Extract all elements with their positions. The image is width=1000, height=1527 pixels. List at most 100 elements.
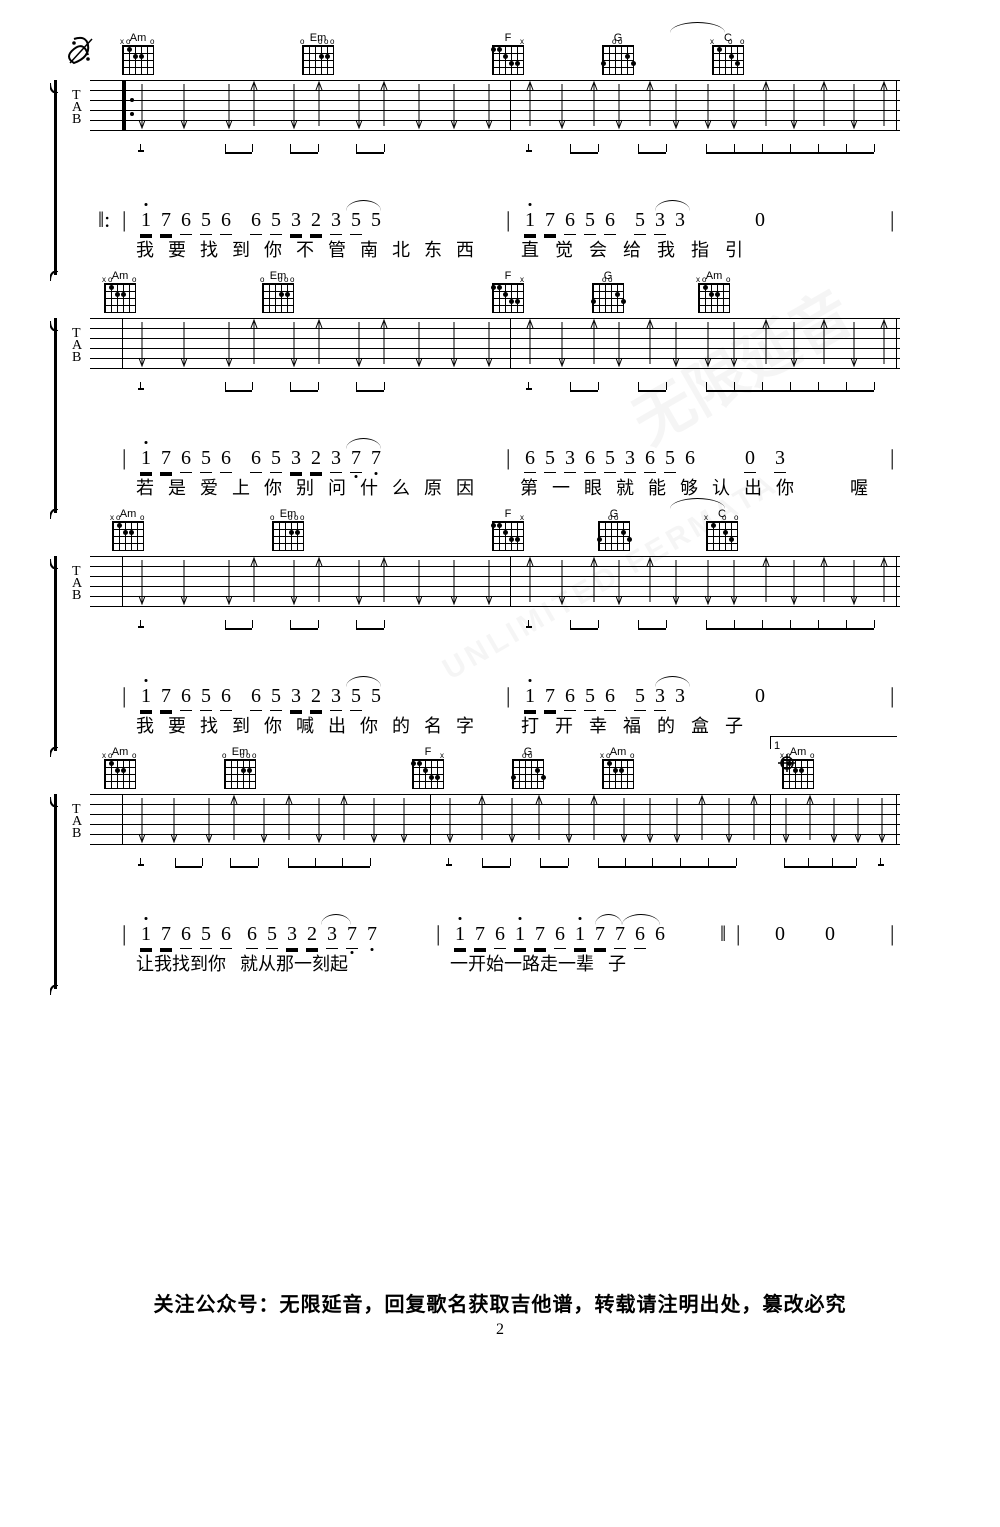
chord-em: Emoooo <box>270 508 306 551</box>
strum-down-icon <box>138 80 148 130</box>
strum-up-icon <box>380 80 390 130</box>
strum-up-icon <box>750 794 760 844</box>
strum-up-icon <box>230 794 240 844</box>
strum-down-icon <box>558 80 568 130</box>
strum-up-icon <box>646 80 656 130</box>
strum-down-icon <box>225 556 235 606</box>
jianpu-line: |176566532377让我找到你就从那一刻起|17617617766一开始一… <box>90 918 900 1008</box>
strum-up-icon <box>535 794 545 844</box>
strum-up-icon <box>250 80 260 130</box>
strum-down-icon <box>672 318 682 368</box>
chord-g: Goo <box>596 508 632 551</box>
strum-up-icon <box>526 318 536 368</box>
strum-down-icon <box>558 556 568 606</box>
strum-up-icon <box>250 556 260 606</box>
strum-down-icon <box>485 556 495 606</box>
strum-up-icon <box>315 318 325 368</box>
strum-down-icon <box>450 318 460 368</box>
strum-down-icon <box>704 318 714 368</box>
strum-down-icon <box>704 80 714 130</box>
strum-up-icon <box>285 794 295 844</box>
strum-down-icon <box>415 80 425 130</box>
chord-c: Cxoo <box>710 32 746 75</box>
strum-down-icon <box>830 794 840 844</box>
segno-icon <box>68 35 94 74</box>
strum-down-icon <box>315 794 325 844</box>
tab-staff: TAB <box>90 80 900 140</box>
chord-am: Amxoo <box>600 746 636 789</box>
strum-down-icon <box>878 794 888 844</box>
strum-down-icon <box>850 556 860 606</box>
chord-g: Goo <box>590 270 626 313</box>
strum-down-icon <box>615 318 625 368</box>
strum-down-icon <box>180 318 190 368</box>
strum-up-icon <box>880 318 890 368</box>
chord-f: Fx <box>490 508 526 551</box>
strum-down-icon <box>565 794 575 844</box>
strum-down-icon <box>180 556 190 606</box>
strum-up-icon <box>820 556 830 606</box>
strum-down-icon <box>415 318 425 368</box>
system-4: AmxooEmooooFxGooAmxooAmxooTAB <box>60 794 940 1008</box>
strum-down-icon <box>672 80 682 130</box>
strum-down-icon <box>730 556 740 606</box>
chord-am: Amxoo <box>696 270 732 313</box>
chord-g: Goo <box>510 746 546 789</box>
chord-am: Amxoo <box>102 746 138 789</box>
chord-am: Amxoo <box>110 508 146 551</box>
strum-down-icon <box>450 556 460 606</box>
strum-up-icon <box>762 318 772 368</box>
strum-down-icon <box>730 318 740 368</box>
strum-up-icon <box>762 80 772 130</box>
system-2: AmxooEmooooFxGooAmxooTAB <box>60 318 940 532</box>
strum-up-icon <box>315 556 325 606</box>
chord-am: Amxoo <box>102 270 138 313</box>
chord-c: Cxoo <box>704 508 740 551</box>
strum-up-icon <box>820 318 830 368</box>
rhythm-beams <box>90 144 900 164</box>
strum-down-icon <box>782 794 792 844</box>
strum-down-icon <box>225 318 235 368</box>
strum-down-icon <box>225 80 235 130</box>
strum-up-icon <box>526 80 536 130</box>
strum-down-icon <box>370 794 380 844</box>
tab-staff: TAB <box>90 556 900 616</box>
strum-down-icon <box>790 318 800 368</box>
coda-icon <box>778 754 796 778</box>
strum-down-icon <box>260 794 270 844</box>
strum-up-icon <box>526 556 536 606</box>
chord-f: Fx <box>490 270 526 313</box>
chord-f: Fx <box>490 32 526 75</box>
strum-up-icon <box>590 556 600 606</box>
rhythm-beams <box>90 382 900 402</box>
strum-down-icon <box>355 80 365 130</box>
strum-down-icon <box>704 556 714 606</box>
strum-down-icon <box>790 556 800 606</box>
strum-down-icon <box>854 794 864 844</box>
strum-down-icon <box>672 556 682 606</box>
strum-down-icon <box>290 80 300 130</box>
page-number: 2 <box>60 1321 940 1339</box>
strum-up-icon <box>646 556 656 606</box>
strum-down-icon <box>138 318 148 368</box>
strum-down-icon <box>615 556 625 606</box>
chord-em: Emoooo <box>260 270 296 313</box>
strum-down-icon <box>450 80 460 130</box>
strum-down-icon <box>355 318 365 368</box>
strum-up-icon <box>880 80 890 130</box>
strum-down-icon <box>400 794 410 844</box>
strum-down-icon <box>725 794 735 844</box>
strum-down-icon <box>415 556 425 606</box>
strum-down-icon <box>730 80 740 130</box>
strum-up-icon <box>806 794 816 844</box>
strum-down-icon <box>138 556 148 606</box>
strum-up-icon <box>380 556 390 606</box>
chord-em: Emoooo <box>222 746 258 789</box>
chord-em: Emoooo <box>300 32 336 75</box>
strum-down-icon <box>290 318 300 368</box>
strum-up-icon <box>590 794 600 844</box>
tab-staff: TAB <box>90 318 900 378</box>
strum-down-icon <box>205 794 215 844</box>
chord-f: Fx <box>410 746 446 789</box>
strum-down-icon <box>485 318 495 368</box>
